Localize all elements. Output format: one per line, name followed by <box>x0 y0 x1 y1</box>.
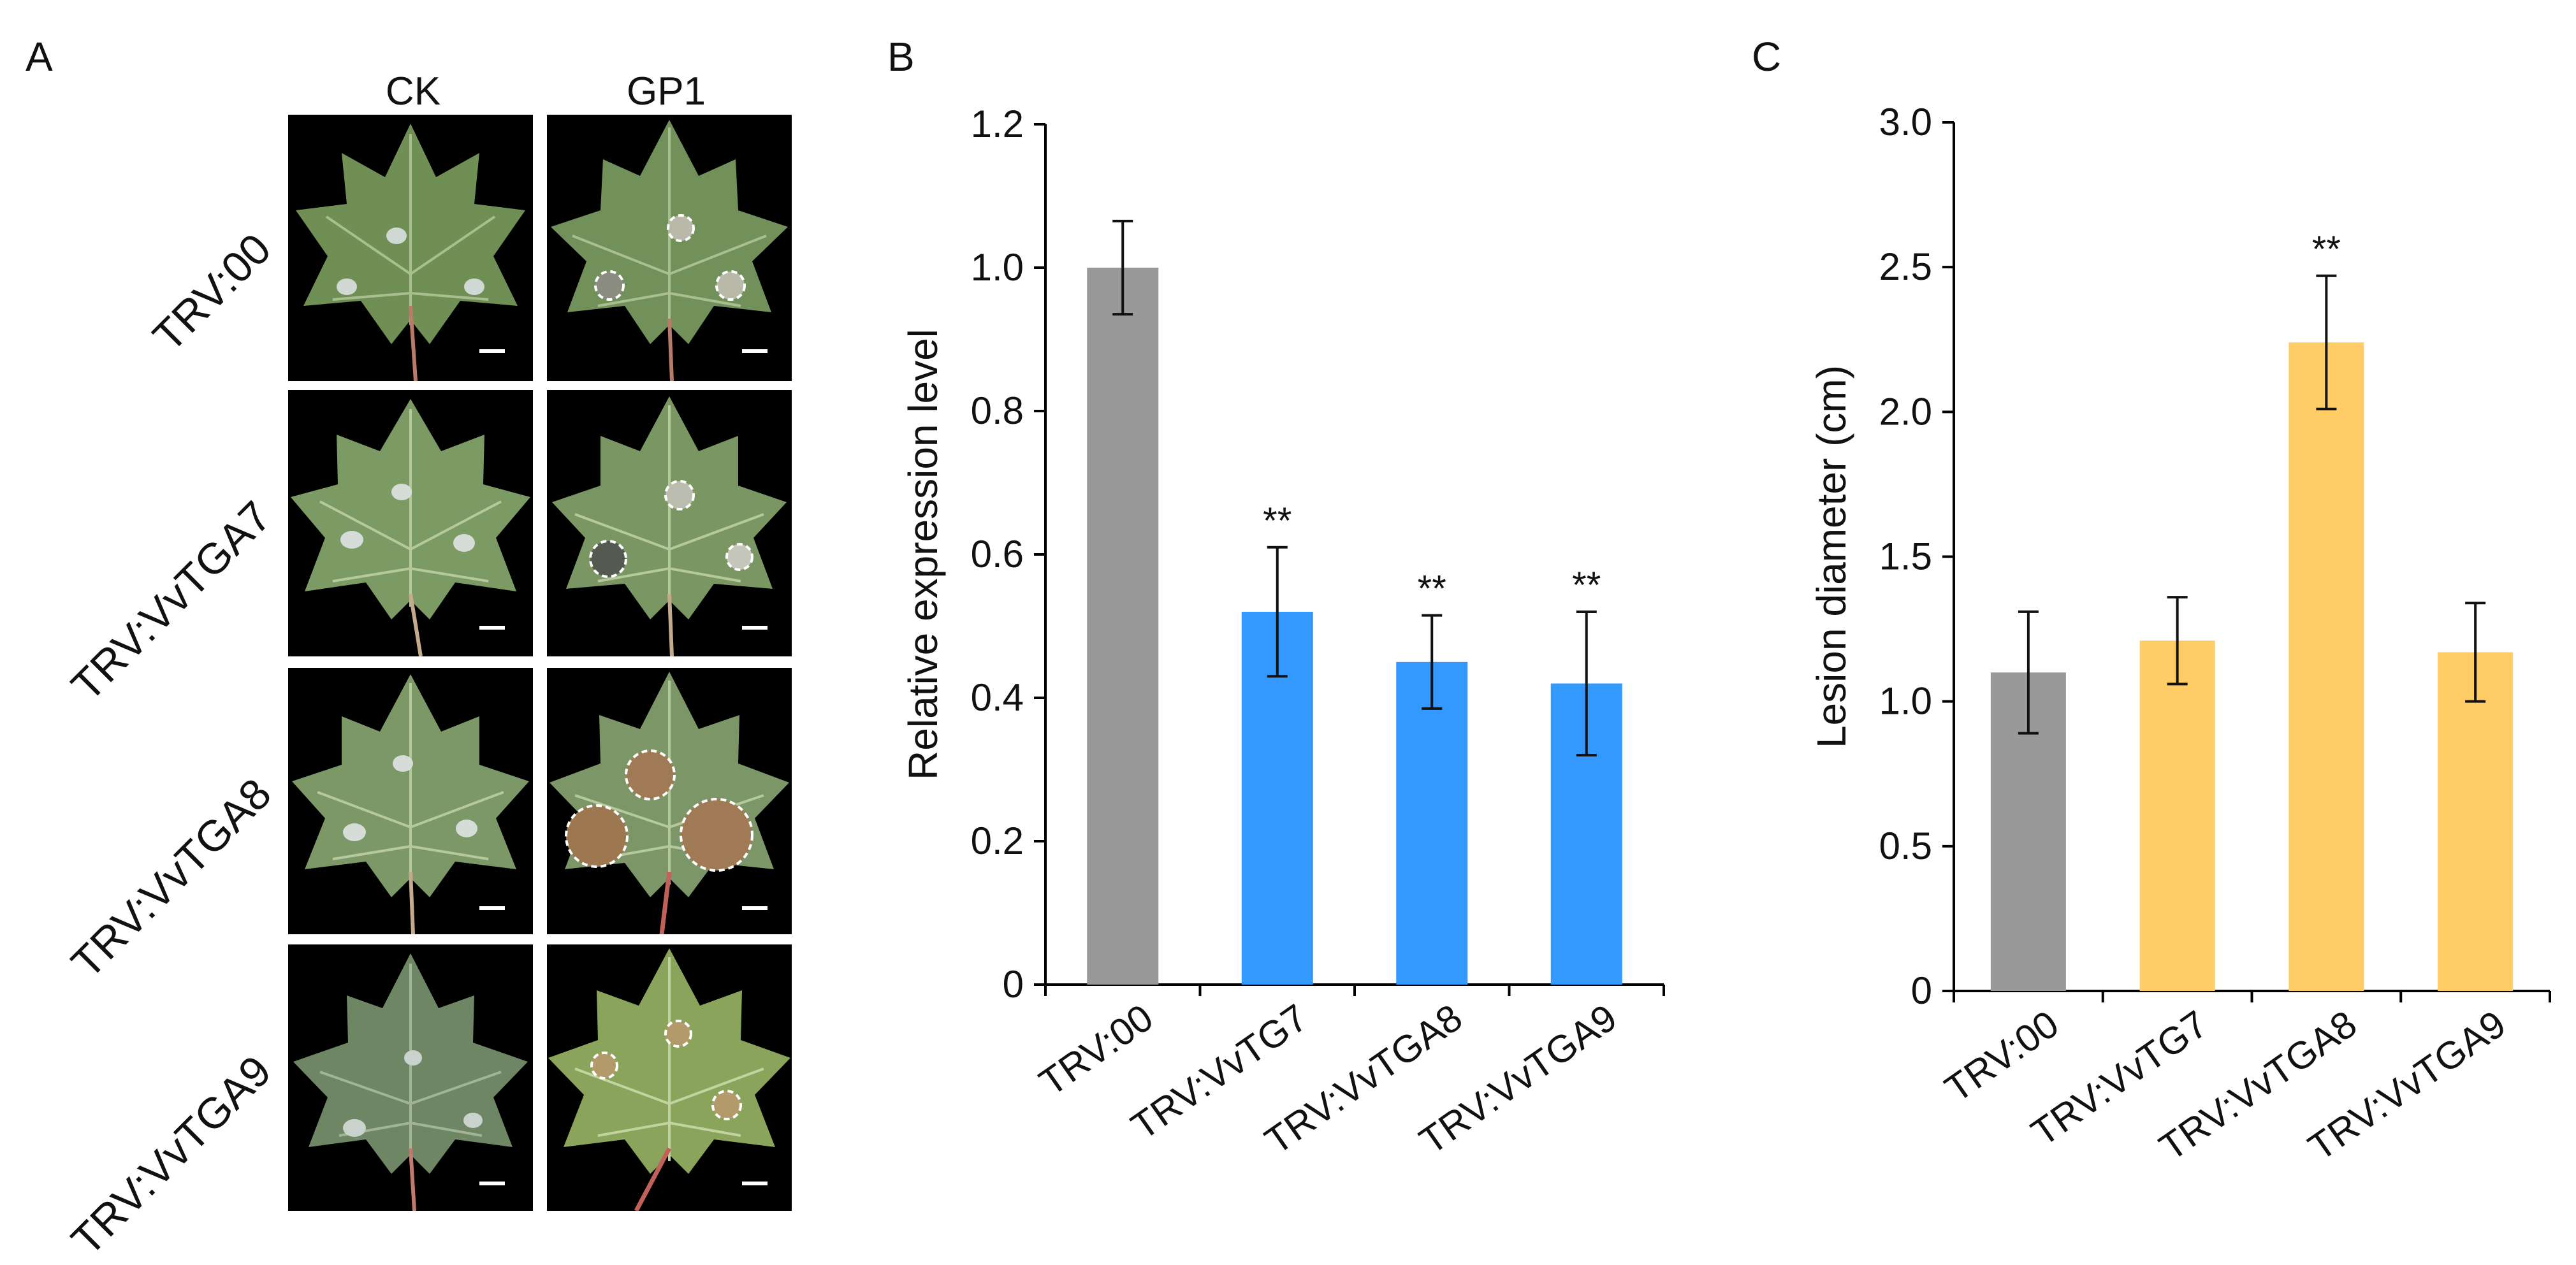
panel-c-y-tick-label: 0.5 <box>1879 825 1932 867</box>
row-label-trv-vvtga8: TRV:VvTGA8 <box>62 769 280 988</box>
leaf-photo-trv-vvtga7-ck <box>288 390 533 656</box>
panel-a-letter: A <box>25 34 53 80</box>
leaf-photo-trv-vvtga9-gp1 <box>547 944 792 1211</box>
panel-c-letter: C <box>1752 34 1782 80</box>
panel-c-y-tick-label: 2.5 <box>1879 245 1932 288</box>
panel-b-y-tick-label: 0.8 <box>971 389 1024 432</box>
panel-c-category-label: TRV:00 <box>1937 1002 2066 1111</box>
leaf-photo-trv-vvtga8-ck <box>288 668 533 934</box>
panel-c-y-tick-label: 0 <box>1911 969 1932 1012</box>
row-label-trv-vvtga9: TRV:VvTGA9 <box>62 1046 280 1265</box>
panel-b-y-tick-label: 1.2 <box>971 103 1024 145</box>
panel-c-significance-marker: ** <box>2312 229 2341 270</box>
leaf-photo-trv00-gp1 <box>547 115 792 381</box>
panel-b-bar-trv-00 <box>1087 268 1159 985</box>
panel-b-letter: B <box>887 34 915 80</box>
panel-b-y-tick-label: 0 <box>1003 963 1024 1006</box>
panel-b-significance-marker: ** <box>1263 500 1292 542</box>
panel-c-y-tick-label: 1.5 <box>1879 535 1932 578</box>
panel-b-y-tick-label: 1.0 <box>971 246 1024 289</box>
panel-c-y-axis-label: Lesion diameter (cm) <box>1808 365 1854 748</box>
panel-b-y-tick-label: 0.2 <box>971 820 1024 862</box>
panel-b-significance-marker: ** <box>1572 565 1601 606</box>
leaf-photo-trv-vvtga8-gp1 <box>547 668 792 934</box>
panel-b-category-label: TRV:00 <box>1031 996 1160 1104</box>
panel-b-bar-trv-vvtga8 <box>1396 661 1468 985</box>
panel-b-y-tick-label: 0.4 <box>971 676 1024 719</box>
leaf-photo-trv00-ck <box>288 115 533 381</box>
row-label-trv00: TRV:00 <box>143 224 280 361</box>
leaf-photo-trv-vvtga7-gp1 <box>547 390 792 656</box>
panel-c-bar-trv-vvtg7 <box>2139 640 2215 991</box>
column-header-ck: CK <box>385 69 441 113</box>
panel-c-y-tick-label: 3.0 <box>1879 101 1932 143</box>
panel-b-y-tick-label: 0.6 <box>971 533 1024 575</box>
column-header-gp1: GP1 <box>626 69 706 113</box>
lesion-bar-chart: 0 0.5 1.0 1.5 2.0 2.5 3.0 Lesion diameter (cm) T… <box>1808 101 2551 1169</box>
panel-b-y-axis-label: Relative expression level <box>900 329 946 780</box>
row-label-trv-vvtga7: TRV:VvTGA7 <box>62 492 280 711</box>
panel-c-y-tick-label: 2.0 <box>1879 390 1932 433</box>
panel-c-bar-trv-vvtga9 <box>2438 652 2514 991</box>
leaf-photo-trv-vvtga9-ck <box>288 944 533 1211</box>
panel-b-significance-marker: ** <box>1418 568 1446 610</box>
panel-c-bar-trv-vvtga8 <box>2289 342 2364 991</box>
panel-c-y-tick-label: 1.0 <box>1879 680 1932 723</box>
expression-bar-chart: 0 0.2 0.4 0.6 0.8 1.0 1.2 Relative expression l… <box>900 103 1665 1162</box>
